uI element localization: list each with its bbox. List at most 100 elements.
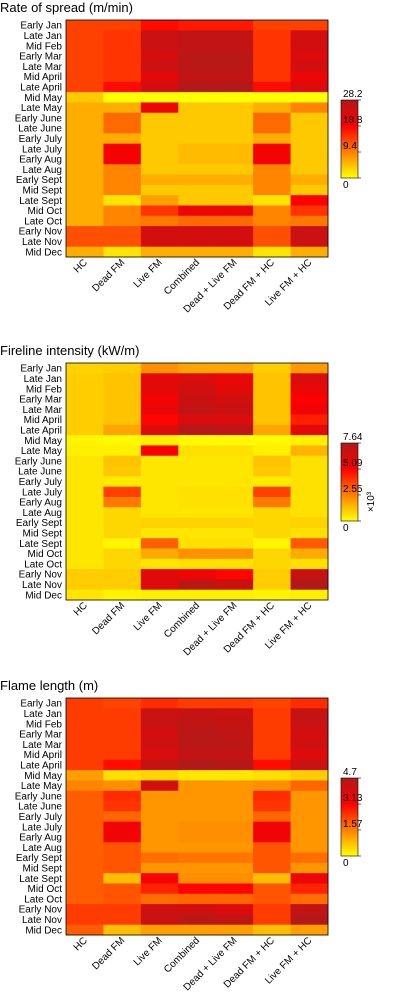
heatmap-cell [140, 81, 179, 93]
heatmap-cell [140, 904, 179, 915]
heatmap-cell [103, 569, 142, 580]
heatmap-cell [140, 698, 179, 709]
column-label: HC [72, 600, 90, 618]
heatmap-cell [215, 393, 254, 405]
heatmap-cell [290, 759, 329, 771]
heatmap-cell [290, 164, 329, 175]
heatmap-cell [178, 236, 217, 248]
heatmap-cell [66, 496, 104, 508]
heatmap-cell [178, 780, 217, 792]
heatmap-cell [103, 184, 142, 196]
heatmap-cell [140, 718, 179, 730]
heatmap-cell [66, 215, 104, 227]
colorbar [340, 777, 359, 857]
heatmap-cell [178, 455, 217, 467]
heatmap-cell [290, 71, 329, 83]
heatmap-cell [140, 30, 179, 41]
heatmap-cell [66, 404, 104, 415]
heatmap-cell [178, 164, 217, 175]
heatmap-cell [66, 801, 104, 812]
heatmap-cell [140, 424, 179, 436]
heatmap-cell [178, 424, 217, 436]
heatmap-cell [215, 424, 254, 436]
heatmap-cell [103, 790, 142, 802]
heatmap-cell [66, 71, 104, 83]
row-label: Late June [18, 802, 62, 813]
heatmap-cell [290, 718, 329, 730]
heatmap-cell [140, 569, 179, 580]
heatmap-cell [103, 924, 142, 936]
heatmap-cell [290, 893, 329, 905]
heatmap-cell [253, 50, 291, 62]
heatmap-cell [290, 30, 329, 41]
heatmap-cell [178, 569, 217, 580]
heatmap-cell [103, 811, 142, 823]
heatmap-cell [66, 749, 104, 761]
heatmap-cell [215, 30, 254, 41]
heatmap-cell [140, 174, 179, 186]
heatmap-cell [253, 507, 291, 518]
heatmap-cell [178, 517, 217, 529]
heatmap-cell [253, 143, 291, 155]
heatmap-cell [253, 759, 291, 771]
heatmap-cell [178, 924, 217, 936]
heatmap-cell [103, 404, 142, 415]
heatmap-cell [253, 486, 291, 498]
heatmap-cell [215, 61, 254, 72]
heatmap-cell [215, 821, 254, 833]
heatmap-cell [290, 92, 329, 103]
heatmap-cell [66, 455, 104, 467]
heatmap-cell [253, 914, 291, 926]
row-label: Mid May [24, 436, 62, 447]
heatmap-cell [253, 527, 291, 539]
row-label: Early Nov [19, 905, 62, 916]
heatmap-cell [215, 507, 254, 518]
heatmap-cell [178, 246, 217, 258]
heatmap-cell [140, 589, 179, 601]
heatmap-cell [253, 133, 291, 145]
heatmap-cell [140, 759, 179, 771]
heatmap-cell [215, 195, 254, 206]
row-label: Mid Sept [23, 529, 63, 540]
heatmap-cell [253, 123, 291, 134]
heatmap-cell [103, 215, 142, 227]
heatmap-cell [140, 862, 179, 874]
heatmap-cell [178, 404, 217, 415]
row-label: Early Mar [19, 52, 62, 63]
row-label: Late Jan [24, 374, 62, 385]
row-label: Early Aug [19, 498, 62, 509]
colorbar-tick-label: 0 [343, 180, 349, 191]
heatmap-cell [140, 924, 179, 936]
heatmap-cell [290, 821, 329, 833]
heatmap-cell [290, 81, 329, 93]
heatmap-cell [290, 153, 329, 165]
row-label: Mid May [24, 771, 62, 782]
heatmap-cell [290, 780, 329, 792]
heatmap-cell [103, 205, 142, 217]
heatmap-cell [178, 435, 217, 446]
heatmap-cell [103, 852, 142, 864]
heatmap-cell [178, 496, 217, 508]
heatmap-cell [215, 373, 254, 384]
heatmap-cell [215, 790, 254, 802]
heatmap-cell [140, 517, 179, 529]
row-label: Late May [21, 781, 62, 792]
row-label: Early Sept [16, 518, 62, 529]
heatmap-cell [103, 383, 142, 395]
colorbar-tick-label: 5.09 [343, 458, 363, 469]
row-label: Early June [15, 456, 63, 467]
heatmap-cell [66, 466, 104, 477]
heatmap-cell [178, 708, 217, 719]
row-label: Late July [22, 822, 62, 833]
row-label: Early July [19, 477, 62, 488]
heatmap-cell [178, 30, 217, 41]
row-label: Early June [15, 113, 63, 124]
heatmap-cell [290, 831, 329, 843]
heatmap-cell [178, 50, 217, 62]
heatmap-cell [140, 393, 179, 405]
heatmap-cell [253, 61, 291, 72]
heatmap-cell [103, 123, 142, 134]
heatmap-cell [178, 852, 217, 864]
heatmap-cell [290, 383, 329, 395]
heatmap-cell [253, 538, 291, 549]
